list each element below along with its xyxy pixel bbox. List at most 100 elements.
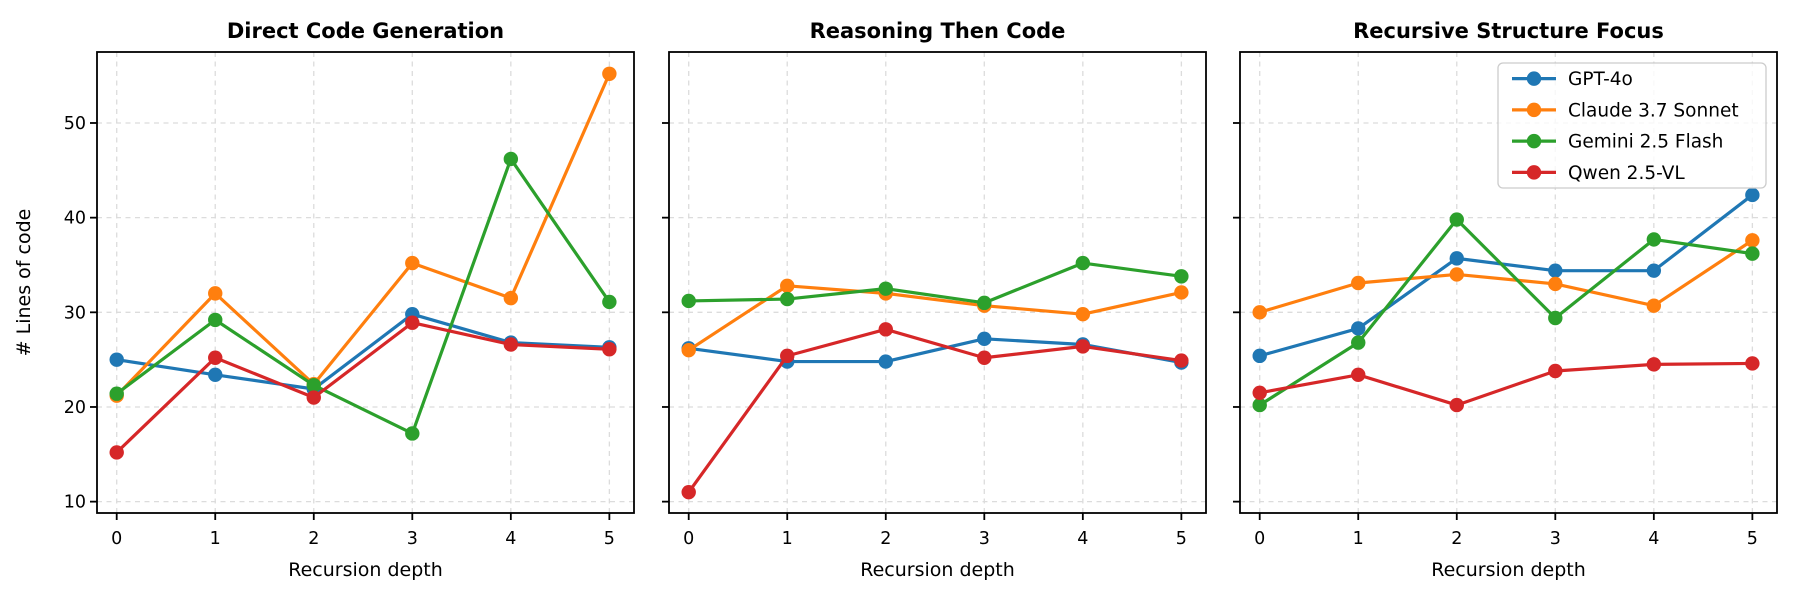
data-point-qwen-2-5-vl [306, 390, 321, 405]
data-point-gpt-4o [1351, 321, 1366, 336]
x-tick-label: 5 [1176, 529, 1187, 549]
data-point-qwen-2-5-vl [503, 337, 519, 352]
x-tick-label: 0 [683, 529, 694, 549]
data-point-gemini-2-5-flash [503, 151, 519, 167]
data-point-gpt-4o [208, 367, 223, 382]
axes-spines [668, 51, 1207, 514]
data-point-claude-3-7-sonnet [780, 278, 795, 294]
legend-label: Claude 3.7 Sonnet [1568, 100, 1739, 121]
y-axis-label: # Lines of code [13, 209, 35, 357]
data-point-gemini-2-5-flash [1449, 212, 1464, 227]
data-point-qwen-2-5-vl [405, 315, 420, 330]
data-point-qwen-2-5-vl [878, 322, 893, 337]
data-point-qwen-2-5-vl [1351, 367, 1366, 382]
x-tick-label: 2 [308, 529, 319, 549]
legend-label: GPT-4o [1568, 69, 1633, 90]
data-point-gemini-2-5-flash [1351, 335, 1366, 350]
axes-spines [96, 51, 635, 514]
y-tick-label: 40 [64, 209, 86, 229]
series-line-gemini-2-5-flash [1258, 217, 1754, 407]
data-point-gpt-4o [878, 354, 893, 369]
x-tick-label: 4 [1648, 529, 1659, 549]
x-tick-label: 3 [979, 529, 990, 549]
series-line-gemini-2-5-flash [687, 261, 1183, 305]
x-tick-label: 0 [1254, 529, 1265, 549]
data-point-gemini-2-5-flash [1252, 397, 1267, 413]
data-point-claude-3-7-sonnet [1548, 276, 1563, 292]
series-line-qwen-2-5-vl [687, 327, 1183, 494]
x-tick-label: 2 [1451, 529, 1462, 549]
data-point-gemini-2-5-flash [208, 312, 223, 328]
panel-recursive-structure-focus: 0 1 2 3 4 5 GPT-4o Claude 3.7 Sonnet Gemini 2.5 … [1233, 51, 1778, 549]
y-tick-label: 10 [64, 493, 86, 513]
legend-box [1497, 62, 1767, 189]
legend-label: Gemini 2.5 Flash [1568, 132, 1723, 153]
x-tick-label: 3 [407, 529, 418, 549]
data-point-gemini-2-5-flash [405, 426, 420, 441]
x-tick-label: 5 [1747, 529, 1758, 549]
data-point-qwen-2-5-vl [780, 348, 795, 364]
legend-marker-swatch [1526, 102, 1542, 118]
data-point-claude-3-7-sonnet [681, 342, 696, 358]
data-point-claude-3-7-sonnet [1174, 285, 1189, 300]
series-line-claude-3-7-sonnet [687, 284, 1183, 352]
data-point-qwen-2-5-vl [208, 350, 223, 365]
series-line-claude-3-7-sonnet [115, 72, 611, 398]
panel-2-title: Reasoning Then Code [810, 19, 1066, 43]
panel-3-title: Recursive Structure Focus [1353, 19, 1664, 43]
x-tick-label: 3 [1550, 529, 1561, 549]
panel-2-x-axis-label: Recursion depth [860, 559, 1015, 581]
x-tick-label: 1 [210, 529, 221, 549]
series-line-qwen-2-5-vl [115, 321, 611, 455]
data-point-gemini-2-5-flash [977, 295, 992, 311]
data-point-claude-3-7-sonnet [503, 290, 519, 306]
x-tick-label: 1 [782, 529, 793, 549]
data-point-gpt-4o [1548, 263, 1563, 278]
data-point-gemini-2-5-flash [109, 386, 124, 401]
data-point-qwen-2-5-vl [602, 342, 617, 357]
x-tick-label: 5 [604, 529, 615, 549]
axes-spines [1239, 51, 1778, 514]
data-point-gpt-4o [977, 331, 992, 347]
x-tick-label: 0 [111, 529, 122, 549]
data-point-gemini-2-5-flash [681, 293, 696, 309]
data-point-qwen-2-5-vl [1646, 357, 1662, 372]
legend-label: Qwen 2.5-VL [1568, 163, 1685, 184]
legend: GPT-4o Claude 3.7 Sonnet Gemini 2.5 Flash Q… [1497, 62, 1767, 189]
x-tick-label: 4 [1077, 529, 1088, 549]
data-point-claude-3-7-sonnet [1646, 298, 1662, 313]
data-point-claude-3-7-sonnet [1745, 233, 1760, 248]
data-point-gemini-2-5-flash [306, 378, 321, 393]
data-point-claude-3-7-sonnet [405, 255, 420, 271]
data-point-gpt-4o [1646, 263, 1662, 278]
data-point-qwen-2-5-vl [1075, 339, 1091, 354]
legend-marker-swatch [1526, 165, 1542, 180]
series-line-qwen-2-5-vl [1258, 361, 1754, 407]
data-point-gemini-2-5-flash [1745, 246, 1760, 261]
data-point-qwen-2-5-vl [681, 484, 696, 500]
data-point-gemini-2-5-flash [1548, 310, 1563, 326]
series-line-gemini-2-5-flash [115, 157, 611, 436]
y-tick-label: 20 [64, 398, 86, 418]
data-point-qwen-2-5-vl [977, 350, 992, 365]
series-line-claude-3-7-sonnet [1258, 238, 1754, 314]
data-point-gemini-2-5-flash [878, 281, 893, 296]
data-point-qwen-2-5-vl [1745, 356, 1760, 371]
panel-reasoning-then-code: 0 1 2 3 4 5 [662, 51, 1207, 549]
data-point-claude-3-7-sonnet [208, 286, 223, 301]
data-point-gpt-4o [1449, 251, 1464, 266]
data-point-claude-3-7-sonnet [602, 66, 617, 81]
y-tick-label: 50 [64, 114, 86, 134]
panel-1-title: Direct Code Generation [227, 19, 504, 43]
data-point-claude-3-7-sonnet [1252, 305, 1267, 320]
data-point-claude-3-7-sonnet [1075, 307, 1091, 322]
data-point-gpt-4o [109, 352, 124, 367]
data-point-claude-3-7-sonnet [1449, 267, 1464, 282]
data-point-gemini-2-5-flash [780, 291, 795, 307]
legend-marker-swatch [1526, 71, 1542, 86]
data-point-qwen-2-5-vl [1449, 397, 1464, 413]
panel-3-x-axis-label: Recursion depth [1431, 559, 1586, 581]
data-point-gemini-2-5-flash [1174, 269, 1189, 284]
